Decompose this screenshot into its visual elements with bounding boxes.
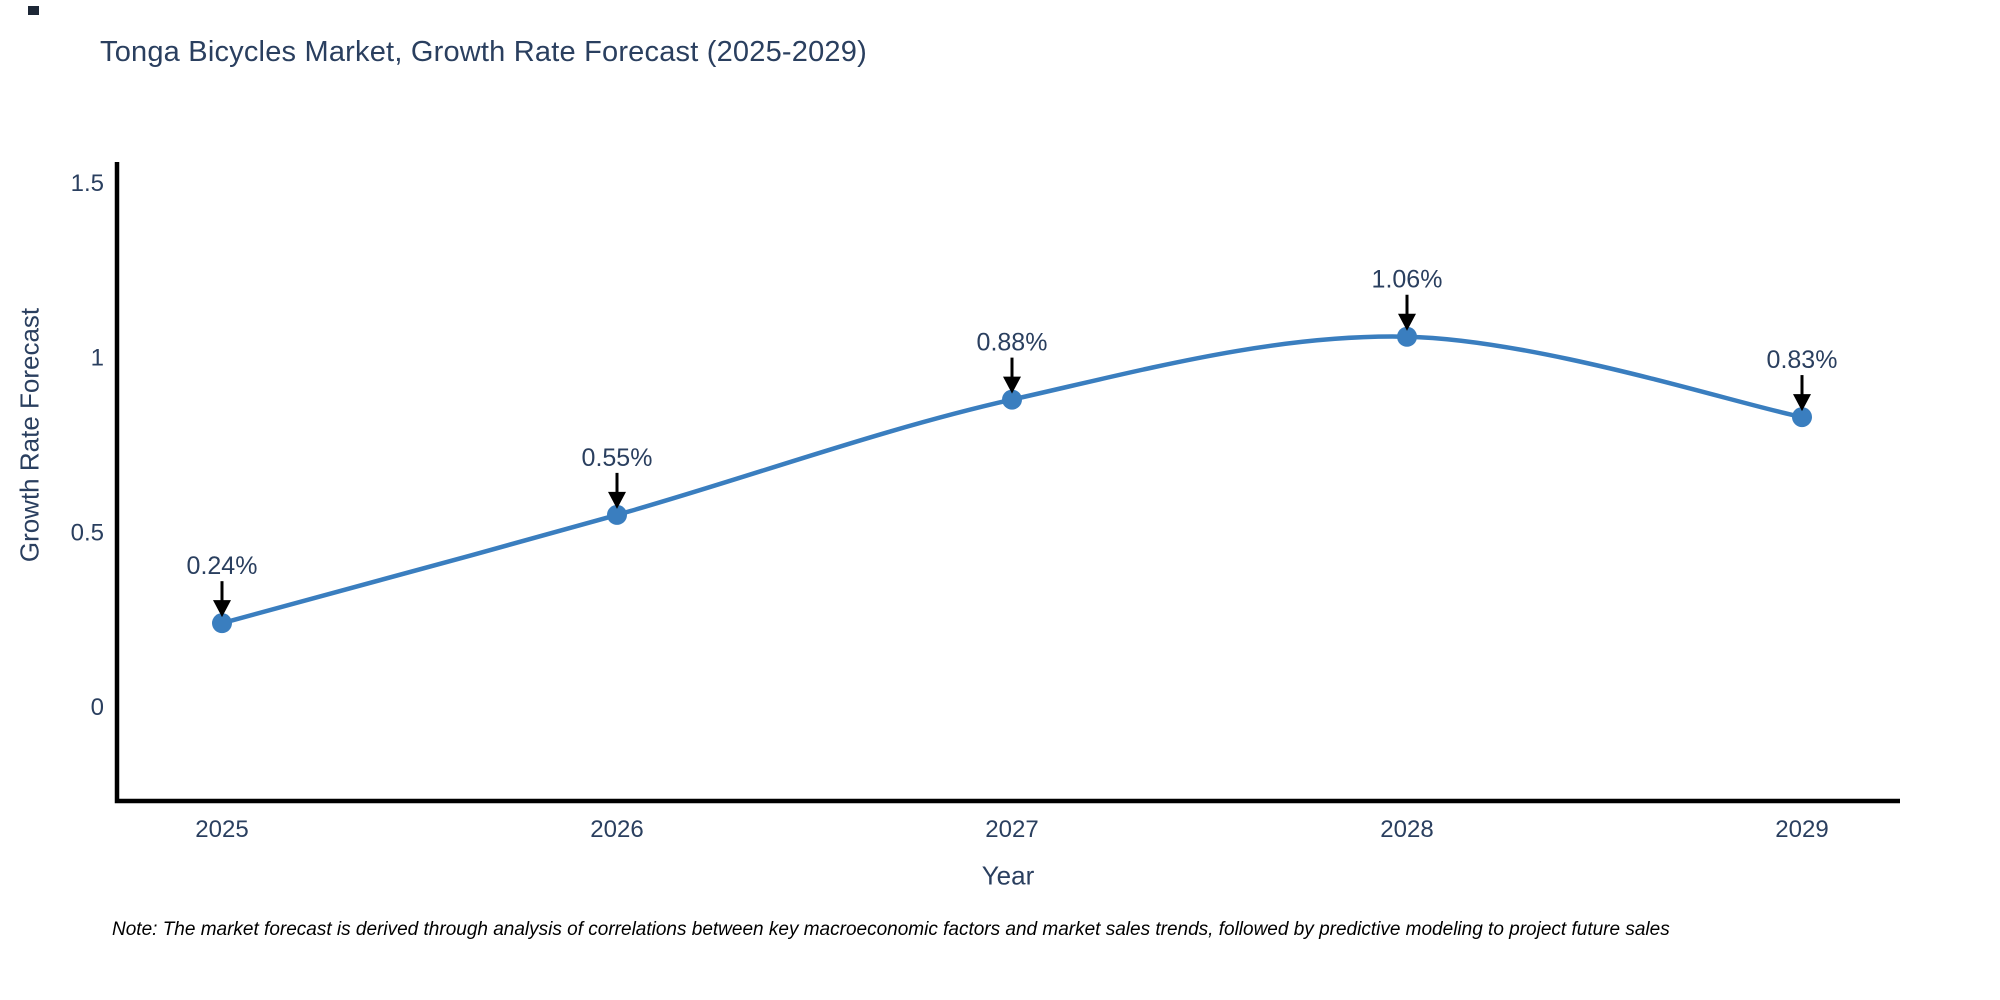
x-axis-title: Year (981, 860, 1035, 891)
screen-artifact (28, 6, 39, 15)
annotation-arrow-head (1398, 313, 1416, 331)
y-tick-label: 0 (91, 694, 104, 721)
point-annotation-label: 0.83% (1767, 346, 1838, 374)
x-tick-label: 2028 (1380, 816, 1433, 843)
x-tick-label: 2027 (985, 816, 1038, 843)
y-tick-label: 1 (91, 345, 104, 372)
annotation-arrow-head (1003, 376, 1021, 394)
footnote: Note: The market forecast is derived thr… (112, 919, 1670, 940)
point-annotation-label: 0.88% (977, 329, 1048, 357)
point-annotation-label: 0.55% (582, 444, 653, 472)
chart-title: Tonga Bicycles Market, Growth Rate Forec… (100, 36, 867, 68)
x-tick-label: 2025 (195, 816, 248, 843)
annotation-arrow-head (608, 491, 626, 509)
data-point-marker (1002, 389, 1022, 410)
point-annotation-label: 0.24% (187, 552, 258, 580)
data-point-marker (1397, 326, 1417, 347)
x-tick-label: 2029 (1775, 816, 1828, 843)
data-point-marker (212, 613, 232, 634)
annotation-arrow-head (213, 600, 231, 618)
y-tick-label: 0.5 (71, 519, 104, 546)
axis-lines (114, 162, 1900, 804)
data-point-marker (607, 504, 627, 525)
annotation-arrow-head (1793, 394, 1811, 412)
x-tick-label: 2026 (590, 816, 643, 843)
y-tick-label: 1.5 (71, 170, 104, 197)
data-point-marker (1792, 407, 1812, 428)
point-annotation-label: 1.06% (1372, 266, 1443, 294)
